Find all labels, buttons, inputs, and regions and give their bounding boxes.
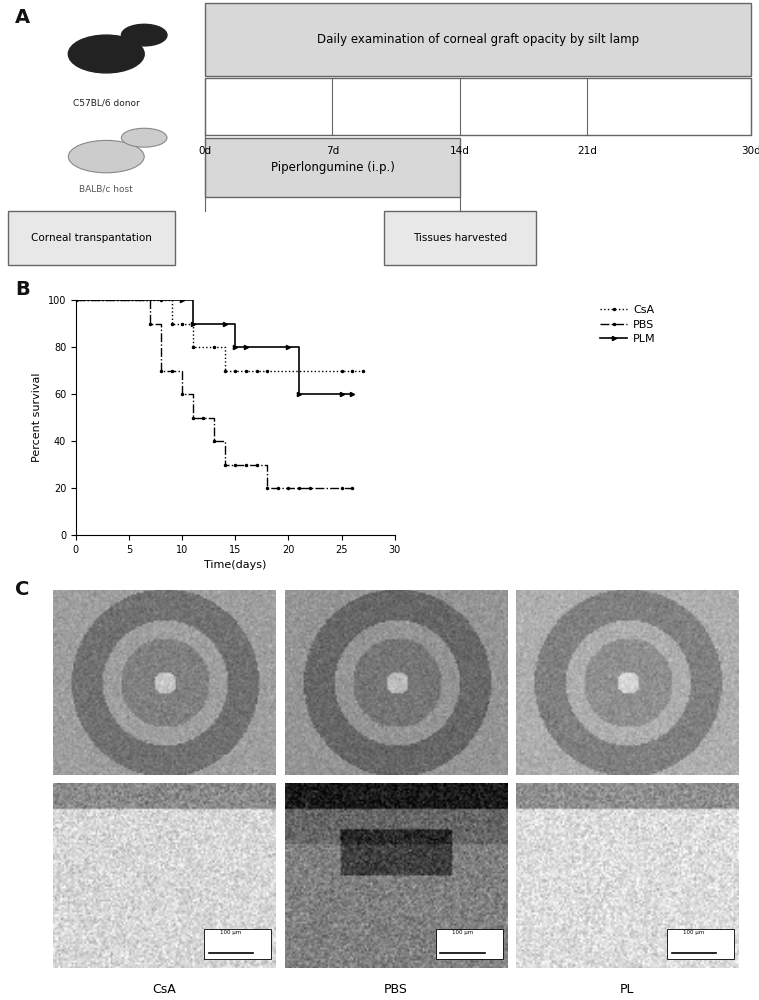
PLM bbox=[188, 318, 197, 330]
PBS bbox=[284, 482, 293, 494]
Text: 21d: 21d bbox=[578, 146, 597, 156]
CsA bbox=[263, 364, 272, 376]
FancyBboxPatch shape bbox=[384, 211, 536, 265]
Line: PBS: PBS bbox=[74, 298, 354, 490]
PLM bbox=[348, 388, 357, 400]
X-axis label: Time(days): Time(days) bbox=[204, 560, 266, 570]
CsA bbox=[178, 318, 187, 330]
Text: Tissues harvested: Tissues harvested bbox=[413, 233, 507, 243]
Text: PL: PL bbox=[620, 983, 635, 996]
PBS bbox=[167, 364, 176, 376]
PBS bbox=[231, 458, 240, 471]
PBS bbox=[199, 412, 208, 424]
Text: CsA: CsA bbox=[153, 983, 176, 996]
PBS bbox=[156, 364, 165, 376]
CsA bbox=[358, 364, 367, 376]
Ellipse shape bbox=[121, 24, 167, 46]
CsA bbox=[348, 364, 357, 376]
CsA bbox=[188, 341, 197, 353]
Ellipse shape bbox=[68, 35, 144, 73]
PLM bbox=[284, 341, 293, 353]
PBS bbox=[71, 294, 80, 306]
PBS bbox=[273, 482, 282, 494]
Y-axis label: Percent survival: Percent survival bbox=[32, 373, 43, 462]
Ellipse shape bbox=[68, 140, 144, 173]
CsA bbox=[241, 364, 250, 376]
PBS bbox=[178, 388, 187, 400]
Line: PLM: PLM bbox=[74, 298, 354, 396]
Text: C57BL/6 donor: C57BL/6 donor bbox=[73, 98, 140, 107]
CsA bbox=[220, 364, 229, 376]
CsA bbox=[231, 364, 240, 376]
Ellipse shape bbox=[121, 128, 167, 147]
PBS bbox=[241, 458, 250, 471]
CsA bbox=[252, 364, 261, 376]
PBS bbox=[305, 482, 314, 494]
Text: BALB/c host: BALB/c host bbox=[80, 184, 133, 194]
PBS bbox=[263, 482, 272, 494]
PBS bbox=[209, 435, 219, 447]
Line: CsA: CsA bbox=[74, 298, 365, 373]
FancyBboxPatch shape bbox=[205, 78, 751, 135]
PBS bbox=[348, 482, 357, 494]
PBS bbox=[294, 482, 304, 494]
PBS bbox=[220, 458, 229, 471]
PBS bbox=[146, 318, 155, 330]
PLM bbox=[294, 388, 304, 400]
Text: 100 μm: 100 μm bbox=[220, 930, 241, 935]
Text: 14d: 14d bbox=[450, 146, 470, 156]
FancyBboxPatch shape bbox=[205, 138, 460, 197]
FancyBboxPatch shape bbox=[8, 211, 175, 265]
PLM bbox=[178, 294, 187, 306]
Text: C: C bbox=[15, 580, 30, 599]
Text: Corneal transpantation: Corneal transpantation bbox=[30, 233, 152, 243]
FancyBboxPatch shape bbox=[667, 929, 734, 959]
Text: 100 μm: 100 μm bbox=[452, 930, 473, 935]
PLM bbox=[241, 341, 250, 353]
PLM bbox=[231, 341, 240, 353]
CsA bbox=[167, 318, 176, 330]
Text: 30d: 30d bbox=[742, 146, 759, 156]
CsA bbox=[209, 341, 219, 353]
PBS bbox=[252, 458, 261, 471]
Text: B: B bbox=[15, 280, 30, 299]
Text: A: A bbox=[15, 8, 30, 27]
PLM bbox=[220, 318, 229, 330]
Legend: CsA, PBS, PLM: CsA, PBS, PLM bbox=[595, 301, 660, 349]
FancyBboxPatch shape bbox=[205, 3, 751, 76]
CsA bbox=[71, 294, 80, 306]
PBS bbox=[337, 482, 346, 494]
Text: Daily examination of corneal graft opacity by silt lamp: Daily examination of corneal graft opaci… bbox=[317, 33, 639, 46]
CsA bbox=[156, 294, 165, 306]
PLM bbox=[337, 388, 346, 400]
PLM bbox=[71, 294, 80, 306]
FancyBboxPatch shape bbox=[204, 929, 271, 959]
Text: 100 μm: 100 μm bbox=[683, 930, 704, 935]
Text: PBS: PBS bbox=[384, 983, 408, 996]
Text: Piperlongumine (i.p.): Piperlongumine (i.p.) bbox=[270, 161, 395, 174]
PBS bbox=[188, 412, 197, 424]
FancyBboxPatch shape bbox=[436, 929, 502, 959]
CsA bbox=[337, 364, 346, 376]
Text: 0d: 0d bbox=[198, 146, 212, 156]
Text: 7d: 7d bbox=[326, 146, 339, 156]
